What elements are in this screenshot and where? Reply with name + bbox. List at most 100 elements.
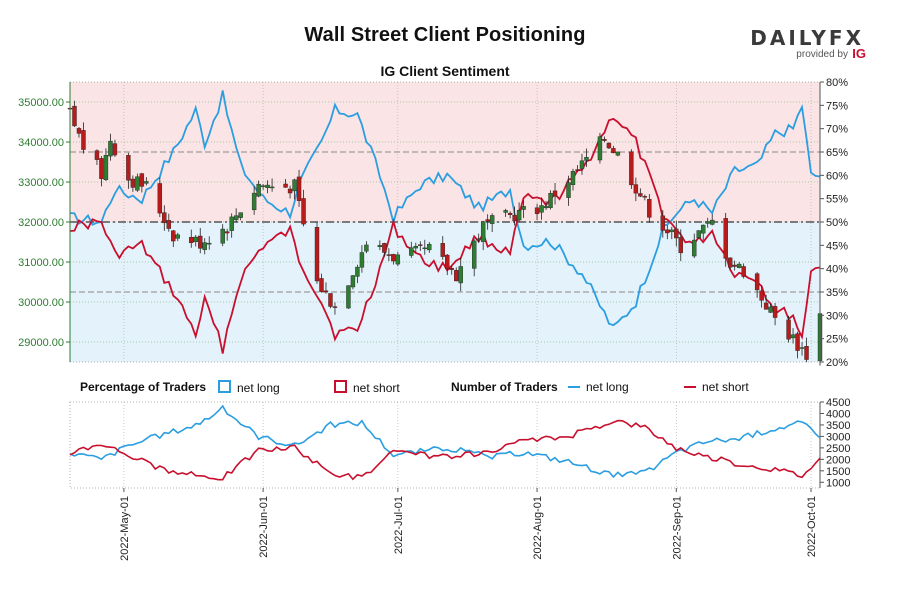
candle-body bbox=[269, 186, 275, 189]
count-plot-frame bbox=[69, 401, 821, 489]
candle-body bbox=[606, 142, 612, 149]
candle-body bbox=[193, 236, 198, 243]
candle-body bbox=[265, 184, 270, 189]
pct-tick-label: 70% bbox=[826, 124, 848, 136]
dailyfx-logo: DAILYFX provided by IG bbox=[750, 24, 872, 66]
candle-body bbox=[727, 257, 733, 268]
price-tick-label: 35000.00 bbox=[18, 97, 64, 109]
date-tick-label: 2022-Jun-01 bbox=[258, 496, 270, 558]
candle-body bbox=[81, 130, 86, 150]
candle-body bbox=[287, 188, 293, 194]
count-tick-label: 4500 bbox=[826, 397, 850, 409]
candle-body bbox=[346, 285, 351, 309]
price-tick-label: 31000.00 bbox=[18, 257, 64, 269]
candle-body bbox=[328, 293, 333, 307]
candle-body bbox=[238, 212, 243, 218]
legend-pct-short-swatch bbox=[334, 380, 347, 393]
candle-body bbox=[377, 245, 383, 248]
candle-body bbox=[759, 290, 764, 301]
pct-tick-label: 60% bbox=[826, 170, 848, 182]
candle-body bbox=[534, 207, 540, 214]
candle-body bbox=[395, 254, 401, 265]
candle-body bbox=[772, 306, 778, 318]
count-tick-label: 2500 bbox=[826, 443, 850, 455]
pct-tick-label: 50% bbox=[826, 217, 848, 229]
pct-tick-label: 40% bbox=[826, 264, 848, 276]
candle-body bbox=[552, 190, 558, 197]
pct-tick-label: 65% bbox=[826, 147, 848, 159]
candle-body bbox=[584, 157, 589, 161]
candle-body bbox=[471, 240, 477, 269]
candle-body bbox=[72, 105, 77, 127]
legend-pct-long-swatch bbox=[218, 380, 231, 393]
candle-body bbox=[660, 215, 666, 231]
candle-body bbox=[633, 184, 639, 194]
candle-body bbox=[696, 230, 701, 238]
candle-body bbox=[323, 290, 329, 293]
candle-body bbox=[786, 319, 791, 340]
chart-title: Wall Street Client Positioning bbox=[304, 24, 586, 46]
legend-num-long: net long bbox=[568, 380, 629, 394]
price-tick-label: 32000.00 bbox=[18, 217, 64, 229]
candle-body bbox=[597, 136, 603, 161]
legend-num-long-swatch bbox=[568, 386, 580, 388]
candle-body bbox=[602, 138, 607, 141]
candle-body bbox=[489, 215, 495, 224]
candle-body bbox=[763, 302, 769, 310]
candle-body bbox=[382, 243, 387, 253]
candle-body bbox=[754, 273, 760, 291]
candle-body bbox=[314, 227, 320, 282]
pct-tick-label: 30% bbox=[826, 310, 848, 322]
legend-num-header: Number of Traders bbox=[451, 380, 558, 394]
candle-body bbox=[638, 193, 643, 197]
candle-body bbox=[566, 182, 571, 198]
date-tick-label: 2022-Oct-01 bbox=[806, 496, 818, 557]
candle-body bbox=[94, 150, 100, 160]
candle-body bbox=[130, 178, 136, 188]
candle-body bbox=[112, 143, 118, 156]
candle-body bbox=[548, 193, 553, 208]
candle-body bbox=[669, 229, 674, 233]
candle-body bbox=[135, 176, 140, 191]
candlestick-series bbox=[67, 100, 823, 366]
candle-body bbox=[350, 275, 356, 288]
legend-pct-short: net short bbox=[334, 380, 400, 395]
count-tick-label: 4000 bbox=[826, 408, 850, 420]
candle-body bbox=[629, 151, 634, 186]
candle-body bbox=[292, 179, 297, 192]
candle-body bbox=[476, 238, 481, 240]
candle-body bbox=[427, 244, 432, 251]
candle-body bbox=[665, 229, 670, 234]
candle-body bbox=[157, 183, 163, 214]
candle-body bbox=[189, 237, 194, 244]
net-long-count-line bbox=[69, 404, 821, 479]
candle-body bbox=[741, 266, 746, 277]
candle-body bbox=[539, 205, 544, 213]
net-long-pct-line bbox=[69, 90, 821, 327]
price-tick-label: 34000.00 bbox=[18, 137, 64, 149]
legend-pct-long: net long bbox=[218, 380, 280, 395]
candle-body bbox=[570, 171, 576, 185]
candle-body bbox=[642, 196, 648, 198]
candle-body bbox=[768, 306, 773, 313]
candle-body bbox=[701, 224, 706, 234]
candle-body bbox=[449, 268, 454, 270]
logo-ig: IG bbox=[852, 46, 866, 61]
candle-body bbox=[579, 160, 585, 169]
candle-body bbox=[256, 183, 261, 197]
pct-tick-label: 55% bbox=[826, 194, 848, 206]
net-short-count-line bbox=[69, 419, 821, 481]
count-tick-label: 3000 bbox=[826, 431, 850, 443]
candle-body bbox=[575, 169, 580, 171]
candle-body bbox=[732, 264, 737, 267]
candle-body bbox=[207, 242, 212, 245]
candle-body bbox=[485, 219, 490, 222]
candle-body bbox=[251, 192, 257, 211]
candle-body bbox=[108, 140, 113, 157]
candle-body bbox=[795, 333, 800, 351]
candle-body bbox=[319, 278, 324, 293]
candle-body bbox=[480, 221, 486, 242]
candle-body bbox=[260, 185, 266, 187]
price-tick-label: 30000.00 bbox=[18, 297, 64, 309]
